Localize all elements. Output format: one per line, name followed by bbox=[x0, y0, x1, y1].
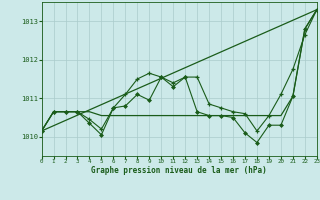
X-axis label: Graphe pression niveau de la mer (hPa): Graphe pression niveau de la mer (hPa) bbox=[91, 166, 267, 175]
